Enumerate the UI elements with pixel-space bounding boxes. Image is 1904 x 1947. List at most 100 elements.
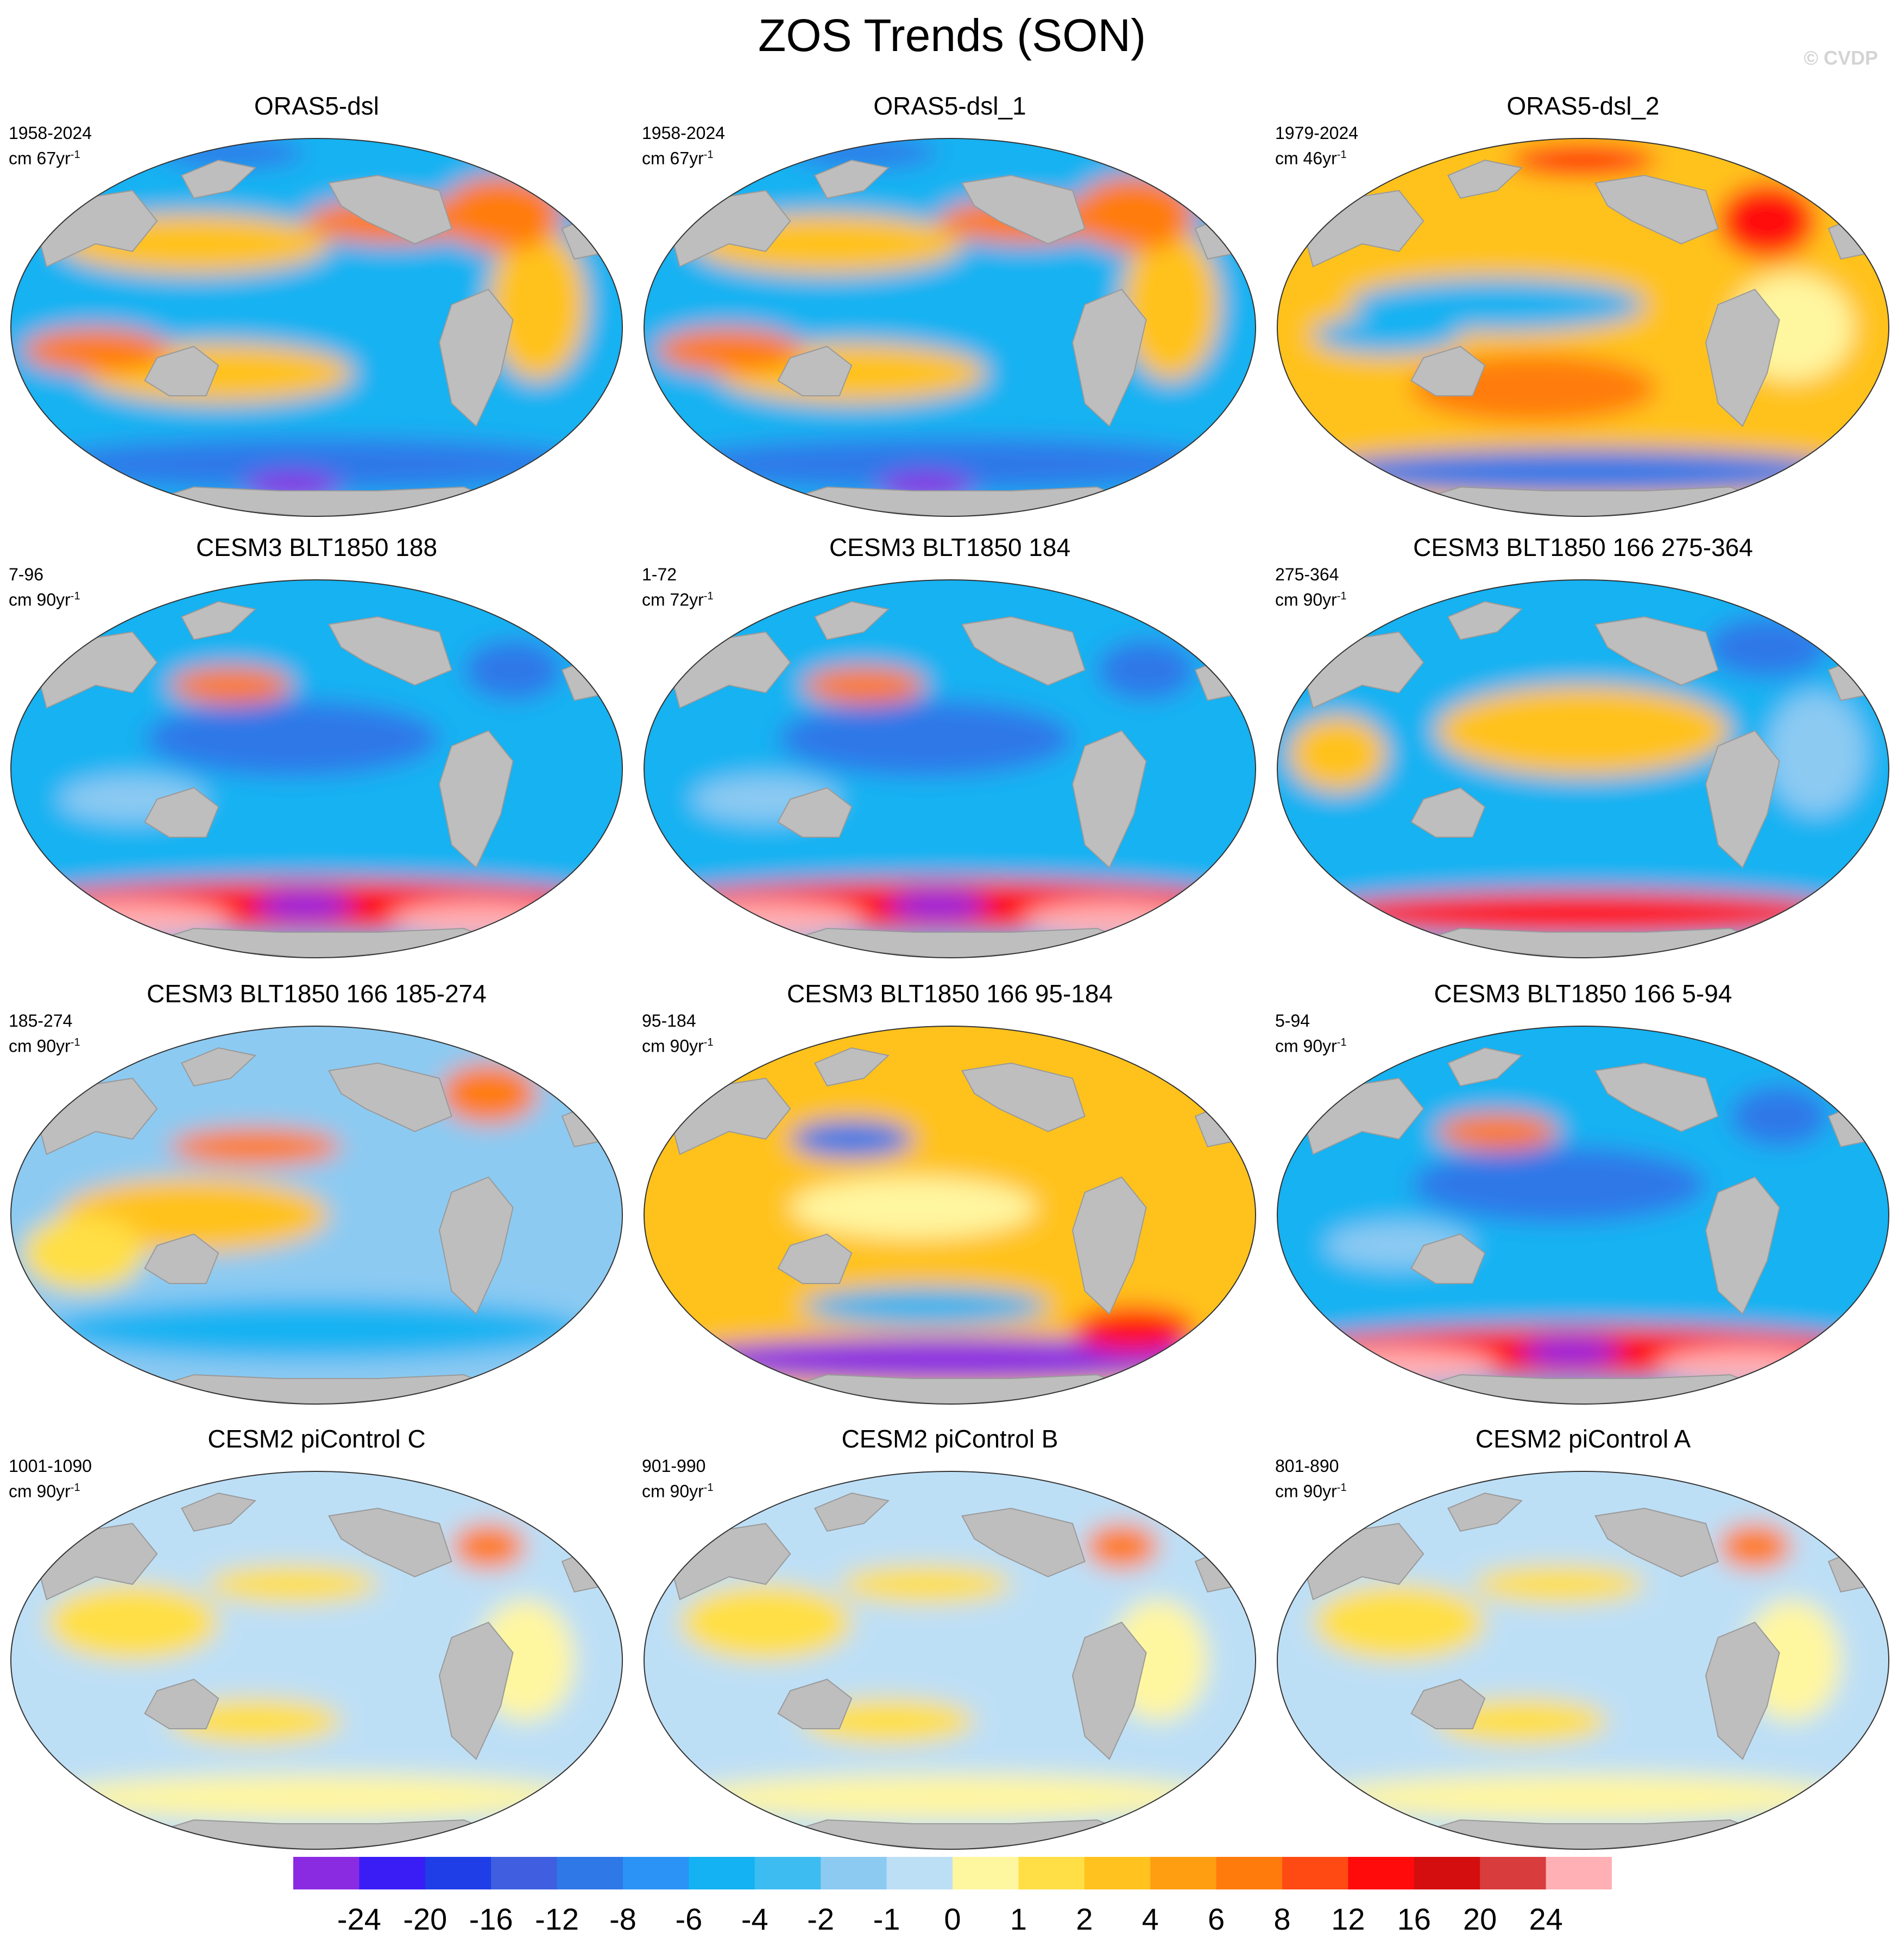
- trend-region: [1313, 1584, 1485, 1660]
- land-mass: [961, 1062, 1086, 1133]
- trend-region: [1767, 693, 1865, 814]
- panel-units: cm 67yr-1: [9, 144, 80, 169]
- trend-region: [1472, 1565, 1644, 1603]
- units-text: cm 67yr: [642, 148, 704, 168]
- colorbar-swatch: [557, 1857, 623, 1889]
- colorbar-swatch: [1150, 1857, 1217, 1889]
- land-mass: [777, 345, 853, 396]
- units-text: cm 46yr: [1275, 148, 1337, 168]
- land-mass: [144, 1678, 219, 1729]
- panel-units: cm 90yr-1: [642, 1032, 714, 1057]
- land-mass: [778, 1374, 1134, 1404]
- trend-region: [655, 327, 803, 373]
- map-panel: CESM2 piControl A 801-890 cm 90yr-1: [1266, 1423, 1900, 1900]
- trend-region: [46, 1774, 587, 1820]
- map-panel: CESM3 BLT1850 166 275-364 275-364 cm 90yr-…: [1266, 531, 1900, 1009]
- colorbar-tick-label: -2: [807, 1902, 835, 1936]
- panel-title: ORAS5-dsl_1: [873, 92, 1026, 120]
- panel-title: CESM3 BLT1850 166 185-274: [147, 979, 487, 1008]
- trend-region: [790, 1120, 913, 1158]
- land-mass: [1594, 1507, 1719, 1578]
- panel-units: cm 46yr-1: [1275, 144, 1347, 169]
- land-mass: [438, 288, 514, 427]
- panel-years: 901-990: [642, 1456, 706, 1476]
- colorbar-swatch: [293, 1857, 360, 1889]
- units-exponent: -1: [703, 1036, 714, 1048]
- units-text: cm 72yr: [642, 590, 704, 610]
- trend-region: [888, 890, 987, 921]
- land-mass: [778, 927, 1134, 958]
- land-mass: [814, 1492, 890, 1532]
- units-exponent: -1: [70, 1036, 80, 1048]
- panel-years: 275-364: [1275, 565, 1339, 584]
- colorbar-tick-label: 4: [1142, 1902, 1159, 1936]
- map-panel: CESM3 BLT1850 166 95-184 95-184 cm 90yr-1: [633, 977, 1266, 1455]
- map-panel: ORAS5-dsl 1958-2024 cm 67yr-1: [0, 90, 633, 567]
- colorbar-tick-label: 8: [1273, 1902, 1291, 1936]
- map-border: [644, 1471, 1256, 1850]
- colorbar-swatch: [1414, 1857, 1480, 1889]
- colorbar-swatch: [1282, 1857, 1348, 1889]
- colorbar-swatch: [1480, 1857, 1547, 1889]
- trend-map: [1277, 1026, 1889, 1405]
- land-mass: [328, 174, 452, 245]
- land-mass: [1410, 345, 1486, 396]
- panel-title: CESM2 piControl A: [1475, 1425, 1691, 1453]
- units-text: cm 90yr: [642, 1481, 704, 1501]
- map-panel: CESM3 BLT1850 184 1-72 cm 72yr-1: [633, 531, 1266, 1009]
- trend-region: [22, 1215, 145, 1291]
- map-border: [644, 1026, 1256, 1405]
- panel-title: CESM2 piControl C: [207, 1425, 426, 1453]
- trend-region: [1350, 278, 1644, 331]
- land-mass: [180, 600, 257, 641]
- panel-years: 1958-2024: [9, 123, 92, 143]
- map-border: [1277, 138, 1889, 517]
- trend-region: [46, 1299, 587, 1360]
- panel-title: CESM3 BLT1850 166 275-364: [1413, 533, 1753, 561]
- land-mass: [328, 1062, 452, 1133]
- colorbar-swatch: [1084, 1857, 1151, 1889]
- land-mass: [144, 1233, 219, 1284]
- trend-region: [778, 700, 1073, 776]
- panel-years: 1-72: [642, 565, 677, 584]
- colorbar-swatch: [1216, 1857, 1283, 1889]
- panel-years: 7-96: [9, 565, 44, 584]
- units-exponent: -1: [1336, 1036, 1347, 1048]
- map-panel: ORAS5-dsl_2 1979-2024 cm 46yr-1: [1266, 90, 1900, 567]
- panel-units: cm 90yr-1: [9, 585, 80, 611]
- land-mass: [1705, 1176, 1780, 1315]
- colorbar-swatch: [754, 1857, 821, 1889]
- trend-region: [1509, 145, 1657, 175]
- trend-map: [10, 1471, 623, 1850]
- trend-region: [1121, 229, 1220, 381]
- colorbar-swatch: [953, 1857, 1019, 1889]
- land-mass: [438, 730, 514, 869]
- colorbar-tick-label: -4: [741, 1902, 768, 1936]
- land-mass: [1410, 787, 1486, 838]
- trend-region: [839, 1565, 1011, 1603]
- trend-region: [1313, 890, 1853, 936]
- units-text: cm 90yr: [642, 1036, 704, 1056]
- land-mass: [144, 927, 501, 958]
- trend-region: [1313, 449, 1853, 495]
- land-mass: [777, 787, 853, 838]
- land-mass: [1705, 1621, 1780, 1760]
- map-panel: CESM3 BLT1850 188 7-96 cm 90yr-1: [0, 531, 633, 1009]
- map-border: [1277, 579, 1889, 958]
- colorbar-tick-label: -6: [675, 1902, 703, 1936]
- panel-title: CESM3 BLT1850 166 5-94: [1434, 979, 1732, 1008]
- colorbar-tick-label: 1: [1010, 1902, 1027, 1936]
- land-mass: [1071, 1176, 1147, 1315]
- units-exponent: -1: [70, 590, 80, 602]
- land-mass: [144, 345, 219, 396]
- land-mass: [961, 174, 1086, 245]
- trend-region: [439, 1063, 538, 1124]
- land-mass: [180, 1047, 257, 1087]
- map-border: [1277, 1471, 1889, 1850]
- map-border: [644, 579, 1256, 958]
- trend-region: [667, 1337, 1232, 1382]
- trend-region: [1411, 1147, 1706, 1223]
- colorbar-swatch: [623, 1857, 689, 1889]
- watermark: © CVDP: [1804, 47, 1878, 69]
- trend-region: [488, 229, 587, 381]
